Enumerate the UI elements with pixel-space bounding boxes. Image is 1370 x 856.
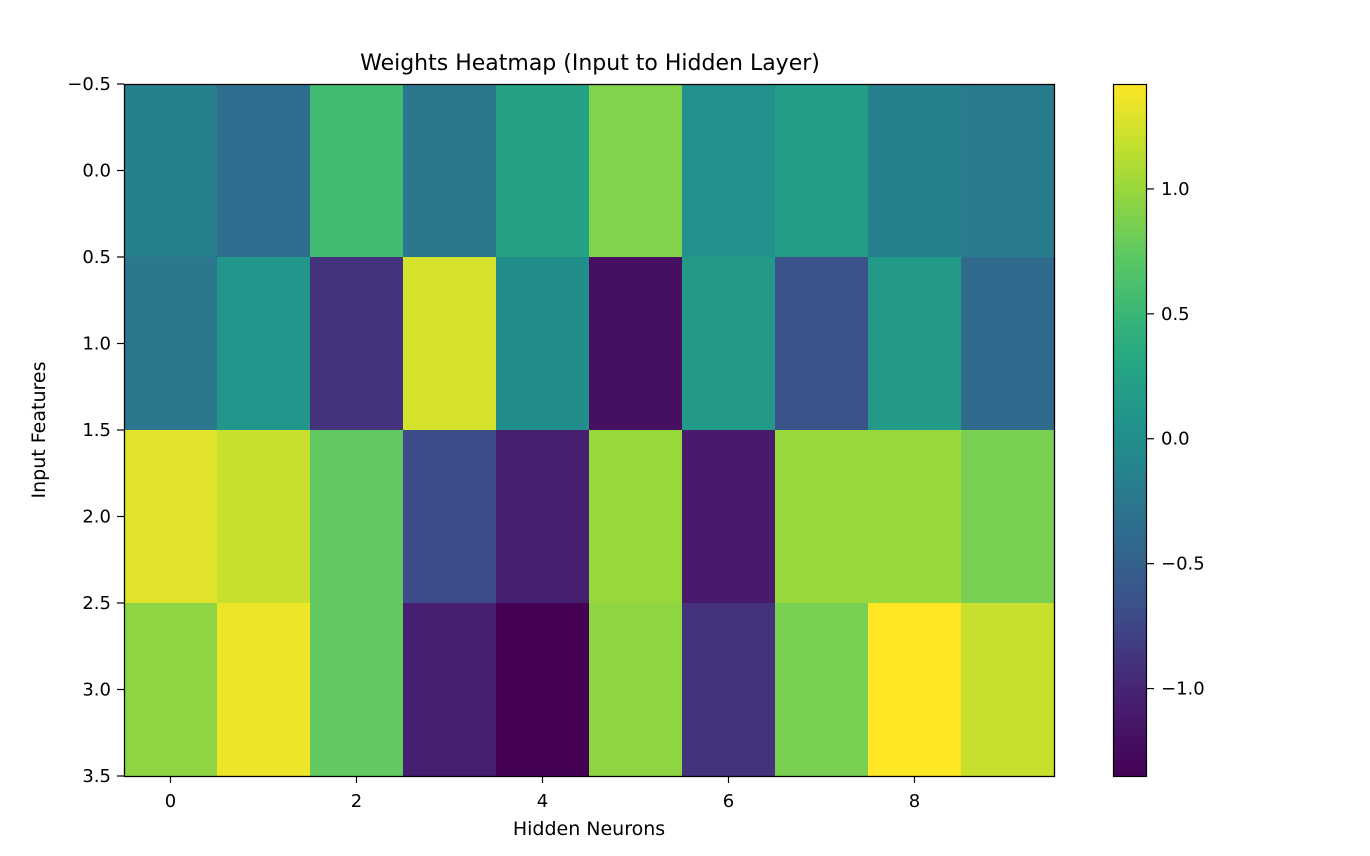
heatmap-cell xyxy=(682,603,776,777)
colorbar-tick-label: 1.0 xyxy=(1161,179,1190,200)
heatmap-cell xyxy=(868,257,962,431)
heatmap-cell xyxy=(403,430,497,604)
y-tick-label: 3.0 xyxy=(82,680,111,701)
heatmap-cell xyxy=(310,84,404,258)
colorbar-tick-label: −0.5 xyxy=(1161,554,1205,575)
heatmap-cell xyxy=(310,430,404,604)
heatmap-cell xyxy=(589,257,683,431)
heatmap-cell xyxy=(775,603,869,777)
heatmap-cell xyxy=(868,430,962,604)
x-tick-label: 4 xyxy=(537,791,548,812)
colorbar xyxy=(1113,84,1147,776)
heatmap-cell xyxy=(682,84,776,258)
heatmap-cell xyxy=(496,430,590,604)
x-tick-label: 0 xyxy=(165,791,176,812)
heatmap-cell xyxy=(775,257,869,431)
heatmap-cell xyxy=(961,257,1055,431)
heatmap-cell xyxy=(961,84,1055,258)
chart-title: Weights Heatmap (Input to Hidden Layer) xyxy=(360,51,820,76)
y-tick-label: 0.5 xyxy=(82,247,111,268)
y-tick-label: 1.5 xyxy=(82,420,111,441)
y-tick-label: 0.0 xyxy=(82,161,111,182)
heatmap-cell xyxy=(403,257,497,431)
heatmap-cell xyxy=(961,603,1055,777)
heatmap-cell xyxy=(310,257,404,431)
heatmap-cell xyxy=(589,603,683,777)
colorbar-tick-label: 0.0 xyxy=(1161,429,1190,450)
x-axis-label: Hidden Neurons xyxy=(513,818,665,840)
x-tick-label: 2 xyxy=(351,791,362,812)
heatmap-cell xyxy=(124,430,218,604)
colorbar-frame xyxy=(1112,83,1148,778)
y-tick-label: 2.5 xyxy=(82,593,111,614)
heatmap-cell xyxy=(868,603,962,777)
colorbar-tick-label: −1.0 xyxy=(1161,679,1205,700)
heatmap-cell xyxy=(961,430,1055,604)
heatmap-cell xyxy=(403,84,497,258)
heatmap-cell xyxy=(124,84,218,258)
y-tick-label: 3.5 xyxy=(82,766,111,787)
heatmap-cell xyxy=(589,430,683,604)
heatmap-cells xyxy=(124,84,1055,777)
heatmap-cell xyxy=(682,430,776,604)
heatmap-cell xyxy=(403,603,497,777)
heatmap-cell xyxy=(775,430,869,604)
x-tick-label: 6 xyxy=(723,791,734,812)
y-axis-label: Input Features xyxy=(28,362,50,499)
heatmap-cell xyxy=(217,257,311,431)
y-tick-label: 2.0 xyxy=(82,507,111,528)
heatmap-cell xyxy=(682,257,776,431)
heatmap-cell xyxy=(217,430,311,604)
heatmap-cell xyxy=(124,603,218,777)
heatmap-cell xyxy=(217,603,311,777)
y-axis-ticks: −0.5 0.0 0.5 1.0 1.5 2.0 2.5 3.0 3.5 xyxy=(67,74,124,787)
colorbar-tick-label: 0.5 xyxy=(1161,304,1190,325)
heatmap-cell xyxy=(496,84,590,258)
heatmap-cell xyxy=(124,257,218,431)
heatmap-cell xyxy=(496,257,590,431)
heatmap-cell xyxy=(217,84,311,258)
y-tick-label: 1.0 xyxy=(82,334,111,355)
colorbar-ticks: −1.0 −0.5 0.0 0.5 1.0 xyxy=(1147,179,1205,700)
heatmap-cell xyxy=(496,603,590,777)
heatmap-cell xyxy=(775,84,869,258)
heatmap-cell xyxy=(310,603,404,777)
x-tick-label: 8 xyxy=(909,791,920,812)
plot-frame xyxy=(123,83,1056,778)
x-axis-ticks: 0 2 4 6 8 xyxy=(165,776,920,812)
y-tick-label: −0.5 xyxy=(67,74,111,95)
heatmap-cell xyxy=(868,84,962,258)
heatmap-cell xyxy=(589,84,683,258)
